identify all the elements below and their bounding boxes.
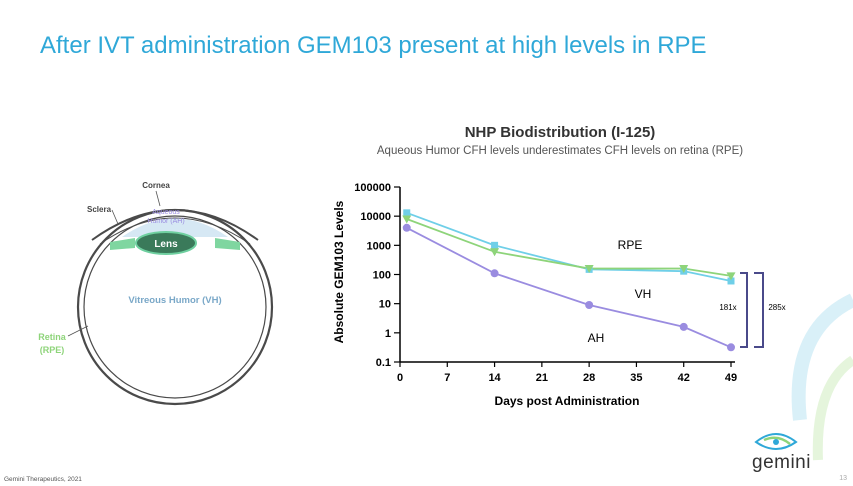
x-tick-label: 42 (678, 372, 690, 384)
bracket-rpe (754, 272, 764, 348)
logo-swoosh (763, 436, 791, 445)
x-tick-label: 21 (536, 372, 548, 384)
data-point-rpe (491, 241, 499, 249)
data-point-vh (584, 265, 594, 274)
series-label-vh: VH (635, 287, 652, 301)
slide-title: After IVT administration GEM103 present … (40, 32, 707, 59)
eye-label-aqueous-2: Humor (AH) (147, 218, 184, 225)
y-tick-label: 100 (373, 270, 391, 282)
y-tick-label: 1000 (367, 240, 391, 252)
y-tick-label: 10 (379, 299, 391, 311)
data-point-ah (679, 322, 688, 331)
eye-label-vitreous: Vitreous Humor (VH) (128, 295, 221, 306)
logo-text: gemini (752, 452, 811, 473)
data-point-rpe (727, 277, 735, 285)
x-tick-label: 35 (630, 372, 642, 384)
eye-cornea-inner (99, 217, 251, 245)
eye-label-aqueous-1: Aqueous (152, 209, 180, 216)
footer-text: Gemini Therapeutics, 2021 (4, 476, 82, 483)
x-ticks: 0 7 14 21 28 35 42 49 (397, 362, 737, 384)
gemini-logo (754, 433, 798, 450)
eye-pointer-cornea (155, 190, 161, 207)
eye-pointer-sclera (111, 209, 119, 225)
annotation-285x: 285x (768, 303, 785, 312)
logo-eye-icon (754, 433, 798, 450)
eye-label-retina-2: (RPE) (40, 345, 65, 355)
data-point-vh (402, 215, 412, 224)
data-point-ah (402, 223, 411, 232)
y-tick-label: 0.1 (376, 357, 391, 369)
y-ticks: 0.1 1 10 100 1000 10000 100000 (354, 182, 400, 369)
annotation-181x: 181x (719, 303, 736, 312)
x-tick-label: 7 (444, 372, 450, 384)
logo-pupil (773, 439, 779, 445)
data-point-ah (585, 301, 594, 310)
chart-subtitle: Aqueous Humor CFH levels underestimates … (376, 145, 744, 157)
eye-iris-right (215, 238, 240, 250)
eye-lens (135, 231, 197, 255)
y-tick-label: 100000 (354, 182, 391, 194)
data-point-vh (490, 248, 500, 257)
eye-cornea (91, 209, 259, 241)
eye-label-retina-1: Retina (38, 332, 67, 342)
chart-title: NHP Biodistribution (I-125) (464, 124, 656, 141)
eye-label-lens: Lens (154, 239, 178, 250)
series-points (402, 209, 736, 352)
data-point-ah (490, 269, 499, 278)
y-tick-label: 1 (385, 328, 391, 340)
eye-aqueous-humor (122, 218, 228, 237)
y-tick-label: 10000 (360, 211, 391, 223)
data-point-ah (727, 343, 735, 352)
x-tick-label: 14 (488, 372, 501, 384)
eye-iris-left (110, 238, 135, 250)
x-tick-label: 28 (583, 372, 595, 384)
eye-retina-inner (83, 215, 267, 399)
data-point-vh (679, 265, 689, 274)
data-point-vh (726, 272, 736, 281)
series-label-rpe: RPE (618, 238, 643, 252)
x-axis-label: Days post Administration (495, 394, 640, 408)
x-tick-label: 49 (725, 372, 737, 384)
x-tick-label: 0 (397, 372, 403, 384)
series-label-ah: AH (588, 331, 605, 345)
eye-pointer-retina (67, 325, 89, 337)
eye-label-cornea: Cornea (142, 181, 170, 190)
page-number: 13 (839, 475, 847, 482)
bracket-vh (740, 272, 748, 348)
data-point-rpe (403, 209, 411, 217)
eye-label-sclera: Sclera (87, 205, 112, 214)
y-axis-label: Absolute GEM103 Levels (332, 200, 346, 343)
